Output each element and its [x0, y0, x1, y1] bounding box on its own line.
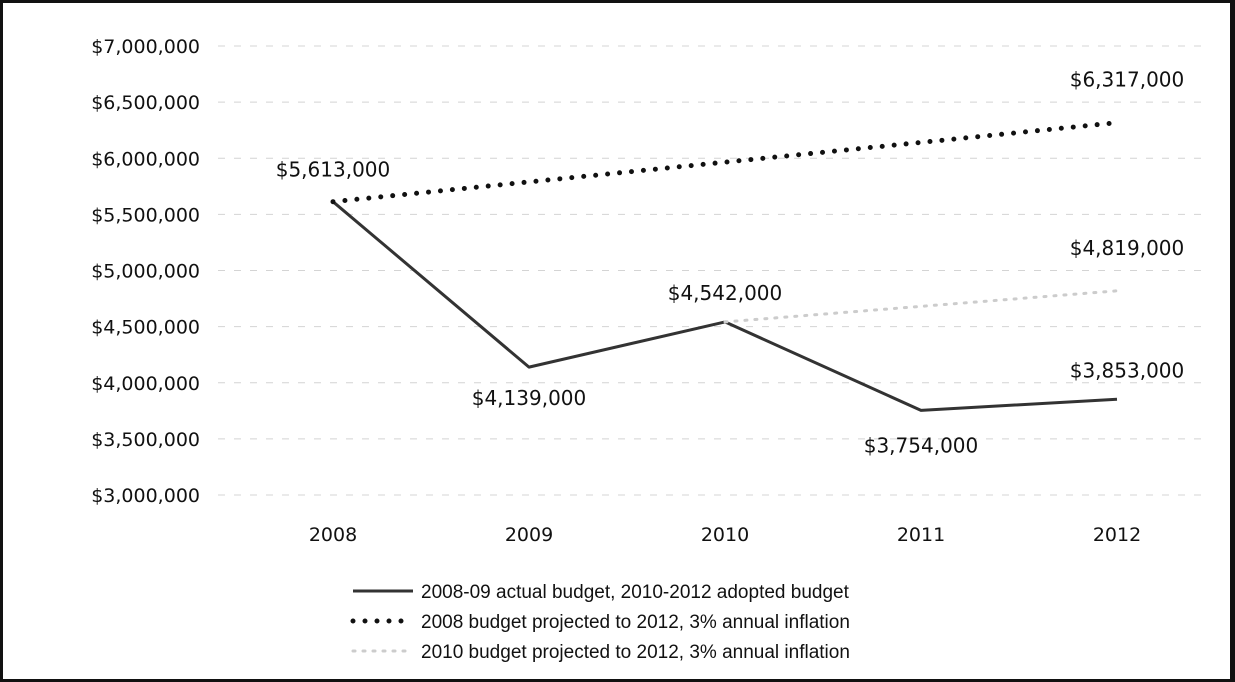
data-label: $5,613,000 [276, 158, 391, 182]
y-tick-label: $3,000,000 [91, 485, 200, 507]
series-line-1 [332, 200, 1118, 412]
y-tick-label: $7,000,000 [91, 36, 200, 58]
y-tick-label: $6,500,000 [91, 92, 200, 114]
legend-label: 2008-09 actual budget, 2010-2012 adopted… [421, 582, 850, 603]
data-label: $6,317,000 [1070, 68, 1185, 92]
series-line-2 [330, 120, 1120, 205]
series-layer [330, 120, 1120, 412]
legend-label: 2010 budget projected to 2012, 3% annual… [421, 642, 850, 663]
y-tick-label: $5,000,000 [91, 261, 200, 283]
data-label: $3,853,000 [1070, 358, 1185, 382]
y-tick-label: $5,500,000 [91, 204, 200, 226]
data-label: $3,754,000 [864, 433, 979, 457]
series-line-3 [723, 289, 1119, 324]
data-labels: $5,613,000 $4,139,000 $4,542,000 $3,754,000… [276, 68, 1185, 458]
grid-layer [218, 45, 1203, 496]
y-tick-label: $4,500,000 [91, 317, 200, 339]
y-axis-labels: $3,000,000 $3,500,000 $4,000,000 $4,500,000… [91, 36, 200, 507]
budget-line-chart: $3,000,000 $3,500,000 $4,000,000 $4,500,000… [91, 36, 1203, 663]
data-label: $4,542,000 [668, 281, 783, 305]
x-tick-label: 2009 [505, 524, 553, 546]
legend: 2008-09 actual budget, 2010-2012 adopted… [350, 582, 850, 663]
data-label: $4,819,000 [1070, 236, 1185, 260]
y-tick-label: $4,000,000 [91, 373, 200, 395]
legend-label: 2008 budget projected to 2012, 3% annual… [421, 612, 850, 633]
x-axis-labels: 2008 2009 2010 2011 2012 [309, 524, 1141, 546]
y-tick-label: $3,500,000 [91, 429, 200, 451]
x-tick-label: 2011 [897, 524, 945, 546]
x-tick-label: 2008 [309, 524, 357, 546]
x-tick-label: 2010 [701, 524, 749, 546]
y-tick-label: $6,000,000 [91, 148, 200, 170]
data-label: $4,139,000 [472, 386, 587, 410]
x-tick-label: 2012 [1093, 524, 1141, 546]
